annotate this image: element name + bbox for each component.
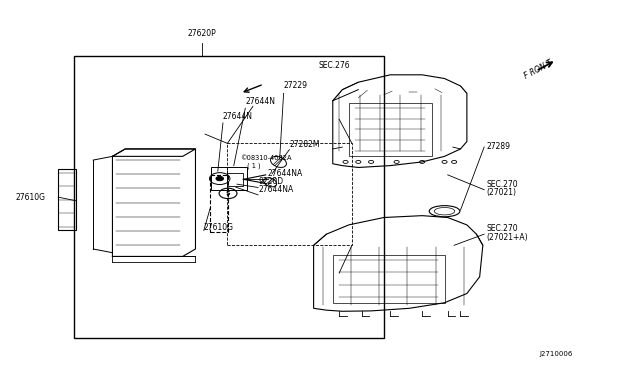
Text: 27620P: 27620P [188, 29, 216, 38]
Text: S: S [226, 191, 230, 196]
Text: (27021+A): (27021+A) [486, 232, 527, 241]
Text: ( 1 ): ( 1 ) [246, 162, 260, 169]
Text: SEC.270: SEC.270 [486, 180, 518, 189]
Text: F RON T: F RON T [523, 58, 554, 80]
Bar [227, 143, 352, 245]
Bar [74, 56, 384, 338]
Bar [58, 169, 76, 231]
Text: SEC.276: SEC.276 [318, 61, 349, 70]
Bar [210, 175, 228, 232]
Text: 27282M: 27282M [289, 140, 320, 149]
Text: 27610G: 27610G [15, 193, 45, 202]
Bar [333, 254, 445, 303]
Text: 27610G: 27610G [204, 223, 234, 232]
Text: 27644N: 27644N [245, 97, 275, 106]
Text: 27644NA: 27644NA [268, 169, 303, 178]
Circle shape [216, 176, 223, 181]
Text: 27644N: 27644N [222, 112, 252, 121]
Text: 27289: 27289 [486, 142, 510, 151]
Text: (27021): (27021) [486, 188, 516, 197]
Ellipse shape [429, 206, 460, 217]
Bar [227, 173, 243, 186]
Text: SEC.270: SEC.270 [486, 224, 518, 234]
Text: J2710006: J2710006 [540, 351, 573, 357]
Bar [349, 103, 432, 156]
Bar [211, 167, 246, 190]
Text: 27644NA: 27644NA [258, 185, 293, 194]
Text: ©08310-4082A: ©08310-4082A [240, 155, 292, 161]
Text: 9220D: 9220D [258, 177, 283, 186]
Text: 27229: 27229 [284, 81, 308, 90]
